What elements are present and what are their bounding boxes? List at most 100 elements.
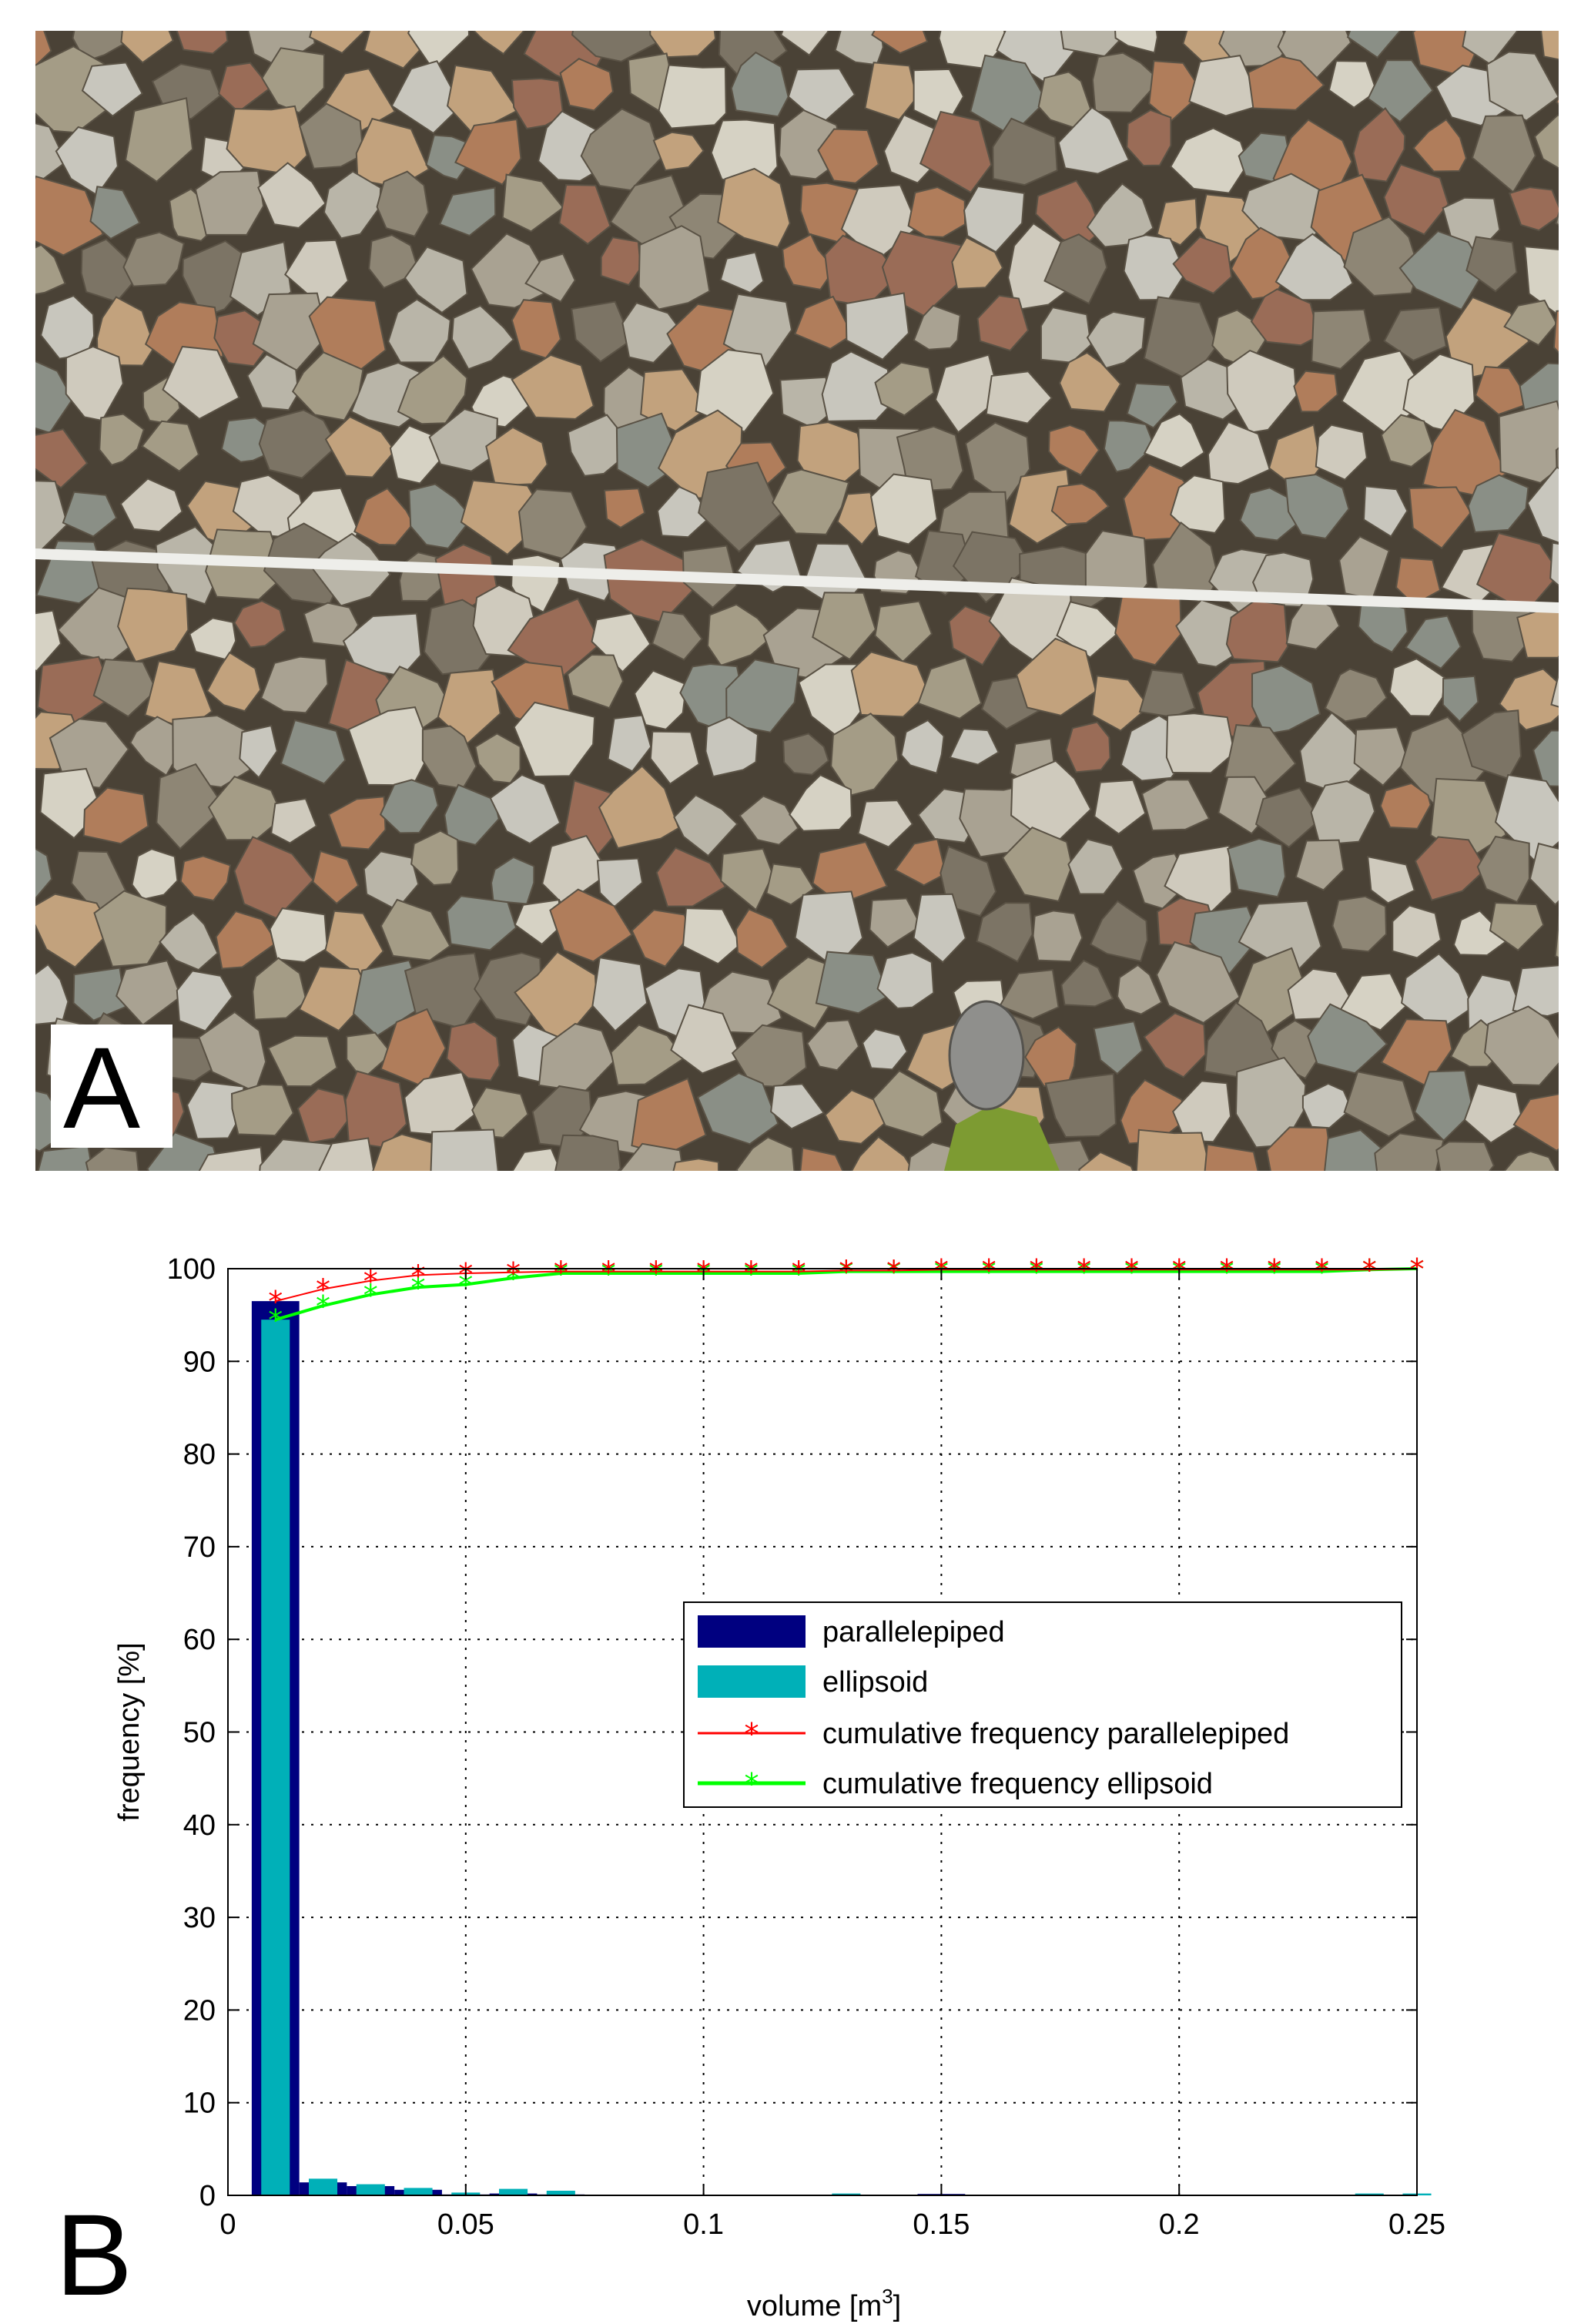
rock-block: [1550, 671, 1559, 708]
marker-cumulative-frequency-parallelepiped: *: [1029, 1253, 1043, 1287]
legend: parallelepiped ellipsoid * cumulative fr…: [683, 1601, 1402, 1808]
rock-block: [571, 300, 633, 363]
rock-block: [874, 600, 933, 663]
rock-block: [1067, 838, 1124, 895]
marker-cumulative-frequency-ellipsoid: *: [839, 1256, 853, 1289]
rock-block: [1362, 485, 1408, 538]
marker-cumulative-frequency-parallelepiped: *: [1362, 1253, 1377, 1287]
y-tick-label: 0: [199, 2180, 216, 2212]
rock-block: [318, 1137, 375, 1171]
rock-block: [99, 413, 145, 466]
rock-block: [1058, 351, 1122, 413]
rock-block: [353, 487, 415, 546]
marker-cumulative-frequency-parallelepiped: *: [839, 1254, 853, 1288]
legend-marker-cumulative-ellipsoid: *: [745, 1767, 759, 1801]
rock-block: [876, 951, 935, 1010]
rock-block: [298, 102, 364, 169]
rock-block: [698, 461, 782, 553]
rock-block: [735, 908, 789, 969]
rock-block: [872, 1069, 943, 1139]
rock-block: [233, 600, 286, 649]
rock-block: [35, 847, 53, 900]
rock-block: [719, 251, 765, 294]
rock-block: [1311, 308, 1372, 371]
rock-block: [116, 959, 183, 1026]
rock-block: [1379, 782, 1432, 830]
rock-block: [682, 907, 742, 965]
rock-block: [1353, 726, 1408, 787]
rock-block: [327, 796, 387, 850]
rock-block: [1398, 230, 1486, 311]
rock-block: [35, 428, 89, 489]
rock-block: [850, 651, 930, 718]
rock-block: [799, 1146, 844, 1171]
rock-block: [1043, 233, 1108, 305]
rock-block: [1086, 310, 1147, 369]
rock-block: [963, 185, 1026, 253]
x-tick-label: 0.2: [1159, 2208, 1200, 2241]
rock-block: [1529, 842, 1559, 906]
rock-block: [270, 797, 318, 844]
rock-block: [470, 233, 556, 309]
rock-block: [770, 1083, 826, 1130]
rock-block: [985, 371, 1053, 424]
rock-block: [896, 425, 964, 493]
legend-label-ellipsoid: ellipsoid: [822, 1666, 928, 1699]
marker-cumulative-frequency-parallelepiped: *: [268, 1285, 283, 1319]
legend-label-cumulative-ellipsoid: cumulative frequency ellipsoid: [822, 1768, 1213, 1800]
rock-block: [1170, 475, 1226, 534]
rock-block: [1091, 52, 1161, 113]
rock-block: [176, 31, 229, 55]
rock-block: [1225, 599, 1289, 663]
rock-block: [1310, 780, 1376, 846]
x-axis-label: volume [m3]: [747, 2285, 901, 2322]
rock-block: [1241, 173, 1325, 242]
rock-pile-photo: [35, 31, 1559, 1171]
rock-block: [1307, 1003, 1388, 1075]
rock-block: [511, 354, 595, 420]
rock-block: [1032, 910, 1084, 963]
bar-ellipsoid: [499, 2188, 528, 2195]
rock-block: [124, 97, 194, 183]
rock-block: [85, 1146, 139, 1171]
rock-block: [670, 1004, 743, 1075]
rock-block: [554, 1134, 621, 1171]
rock-block: [649, 730, 700, 786]
rock-block: [771, 468, 850, 535]
rock-block: [408, 483, 474, 549]
y-tick-label: 60: [183, 1624, 216, 1656]
rock-block: [298, 965, 372, 1032]
x-axis-label-exponent: 3: [882, 2285, 893, 2308]
legend-swatch-parallelepiped: [698, 1615, 806, 1648]
rock-block: [913, 304, 961, 350]
rock-block: [621, 302, 684, 364]
rock-block: [717, 167, 791, 249]
rock-block: [1532, 729, 1559, 787]
rock-block: [1089, 900, 1148, 963]
rock-block: [1251, 665, 1321, 736]
marker-cumulative-frequency-parallelepiped: *: [982, 1253, 996, 1287]
rock-block: [591, 956, 648, 1032]
rock-block: [89, 186, 141, 240]
rock-block: [720, 847, 774, 911]
rock-block: [1489, 901, 1545, 952]
rock-block: [82, 786, 149, 845]
marker-cumulative-frequency-ellipsoid: *: [1267, 1256, 1281, 1289]
rock-block: [739, 795, 799, 846]
rock-block: [72, 967, 127, 1021]
rock-block: [603, 488, 646, 529]
rock-block: [159, 911, 219, 971]
rock-block: [404, 246, 468, 314]
rock-block: [1254, 787, 1321, 848]
marker-cumulative-frequency-ellipsoid: *: [363, 1279, 378, 1313]
rock-block: [437, 669, 501, 745]
rock-block: [1549, 542, 1559, 587]
rock-block: [490, 856, 535, 905]
rock-block: [1169, 127, 1249, 194]
rock-block: [919, 110, 993, 194]
rock-block: [269, 907, 329, 964]
marker-cumulative-frequency-ellipsoid: *: [1124, 1256, 1139, 1289]
rock-block: [260, 656, 329, 714]
marker-cumulative-frequency-ellipsoid: *: [411, 1271, 426, 1305]
rock-block: [258, 409, 339, 479]
